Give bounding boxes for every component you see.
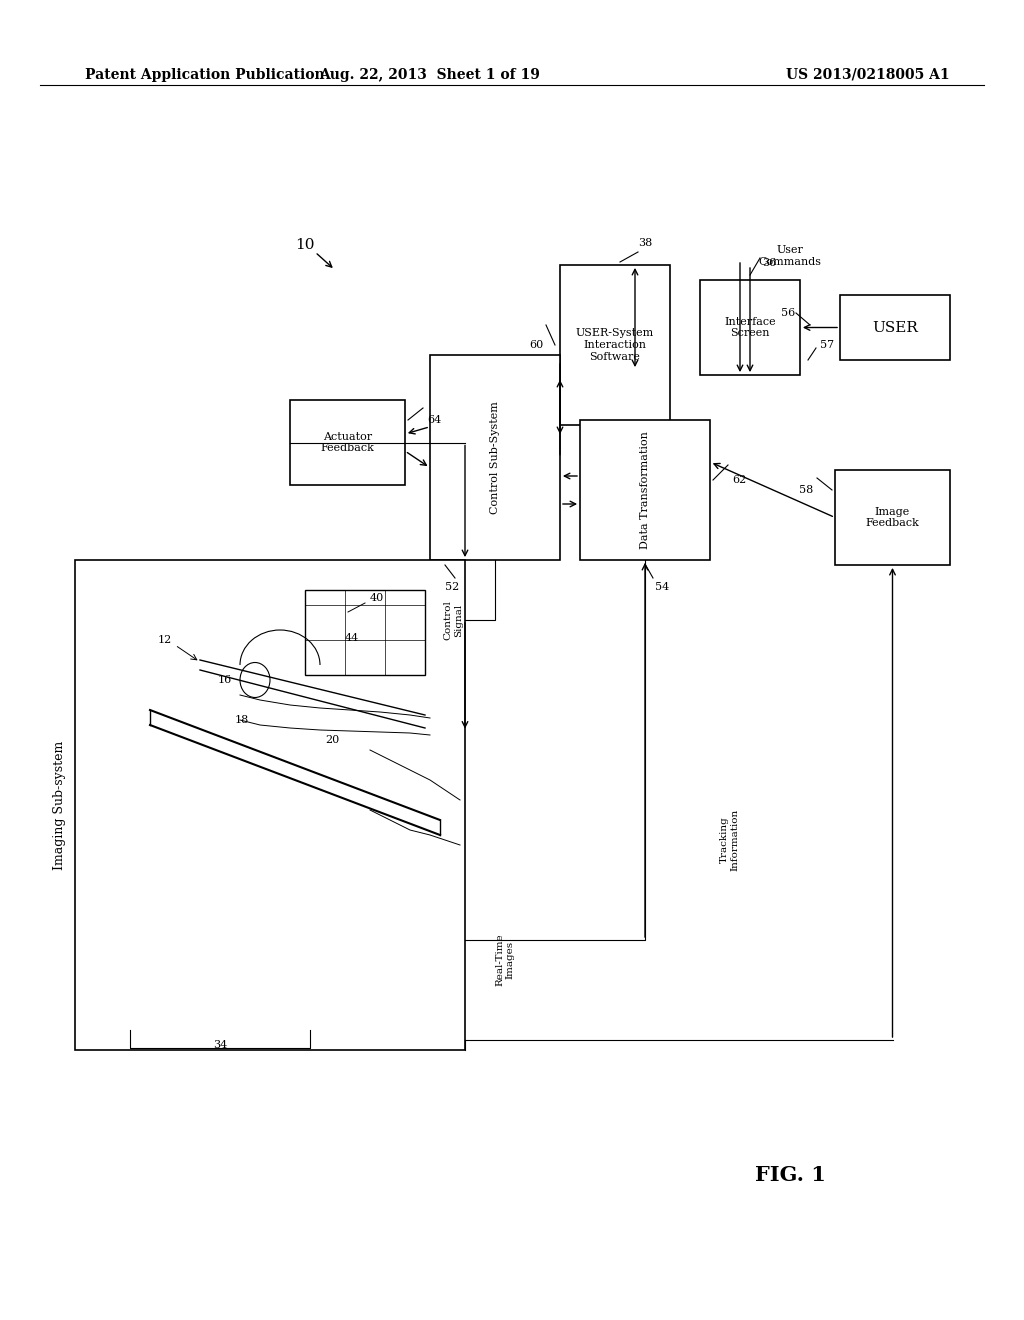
Text: 58: 58 [799,484,813,495]
Text: 40: 40 [370,593,384,603]
Text: 18: 18 [234,715,249,725]
Text: 44: 44 [345,634,359,643]
Text: 52: 52 [445,582,459,591]
Bar [840,294,950,360]
Text: Interface
Screen: Interface Screen [724,317,776,338]
Text: Data Transformation: Data Transformation [640,432,650,549]
Text: 38: 38 [638,238,652,248]
Text: USER: USER [872,321,918,334]
Text: User
Commands: User Commands [759,246,821,267]
Text: 64: 64 [427,414,441,425]
Text: Tracking
Information: Tracking Information [720,809,739,871]
Text: 54: 54 [655,582,670,591]
Text: 36: 36 [762,257,776,268]
Text: 20: 20 [325,735,339,744]
Bar [835,470,950,565]
Bar [580,420,710,560]
Text: Control
Signal: Control Signal [443,601,463,640]
Text: Patent Application Publication: Patent Application Publication [85,69,325,82]
Bar [430,355,560,560]
Text: Image
Feedback: Image Feedback [865,507,920,528]
Text: 56: 56 [780,308,795,318]
Text: 60: 60 [529,341,544,350]
Text: Imaging Sub-system: Imaging Sub-system [53,741,67,870]
Text: USER-System
Interaction
Software: USER-System Interaction Software [575,329,654,362]
Text: Actuator
Feedback: Actuator Feedback [321,432,375,453]
Bar [700,280,800,375]
Bar [75,560,465,1049]
Text: Real-Time
Images: Real-Time Images [496,933,515,986]
Text: 57: 57 [820,341,835,350]
Text: 12: 12 [158,635,172,645]
Bar [305,590,425,675]
Text: 34: 34 [213,1040,227,1049]
Text: FIG. 1: FIG. 1 [755,1166,825,1185]
Text: Aug. 22, 2013  Sheet 1 of 19: Aug. 22, 2013 Sheet 1 of 19 [319,69,541,82]
Text: US 2013/0218005 A1: US 2013/0218005 A1 [786,69,950,82]
Text: Control Sub-System: Control Sub-System [490,401,500,513]
Bar [290,400,406,484]
Text: 16: 16 [218,675,232,685]
Bar [560,265,670,425]
Text: 62: 62 [732,475,746,484]
Text: 10: 10 [295,238,314,252]
